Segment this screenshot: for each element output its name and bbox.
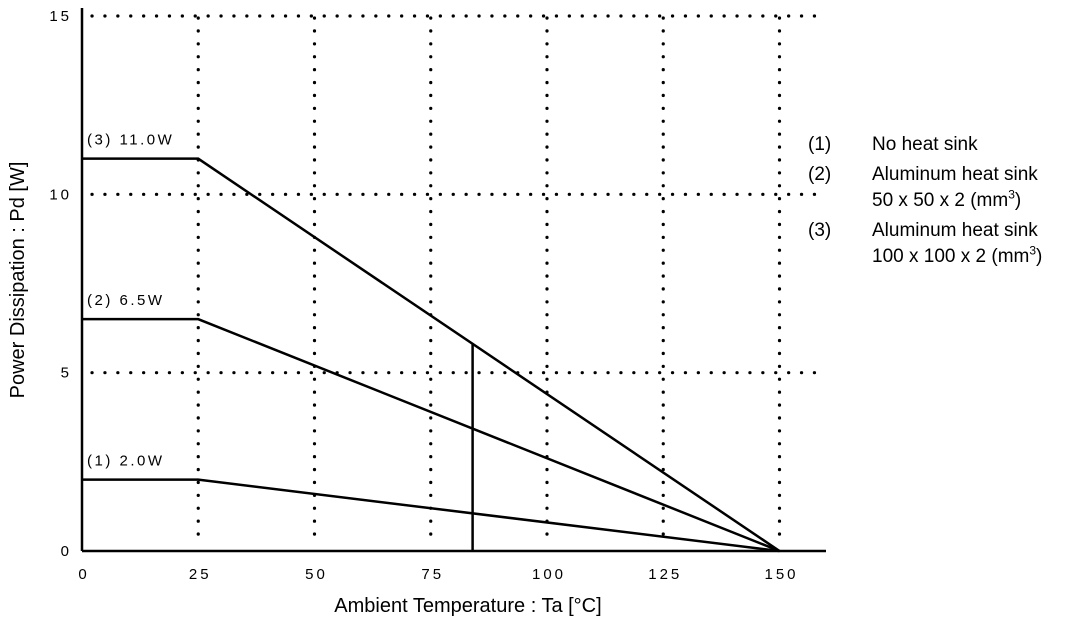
- series-lines: [82, 157, 781, 553]
- y-tick-label: 10: [49, 186, 72, 203]
- x-tick-label: 50: [305, 566, 328, 583]
- legend-unit-superscript: 3: [1029, 243, 1037, 258]
- legend-dimensions: 50 x 50 x 2 (mm: [872, 190, 1009, 211]
- legend-line: Aluminum heat sink: [872, 164, 1038, 185]
- legend-text: Aluminum heat sink 50 x 50 x 2 (mm3): [872, 162, 1091, 214]
- legend-item-3: (3) Aluminum heat sink 100 x 100 x 2 (mm…: [808, 218, 1091, 270]
- x-axis-title: Ambient Temperature : Ta [°C]: [334, 595, 601, 617]
- x-tick-label: 100: [532, 566, 566, 583]
- axes: [80, 8, 826, 553]
- y-tick-label: 0: [61, 543, 72, 560]
- x-tick-label: 25: [189, 566, 212, 583]
- y-tick-labels: 0 5 10 15: [49, 8, 72, 560]
- curve-label-3: (3) 11.0W: [87, 132, 174, 149]
- x-tick-label: 0: [78, 566, 89, 583]
- legend-text: Aluminum heat sink 100 x 100 x 2 (mm3): [872, 218, 1091, 270]
- x-tick-label: 125: [648, 566, 682, 583]
- series-line-1: [82, 478, 780, 553]
- legend-unit-superscript: 3: [1008, 187, 1015, 202]
- curve-label-1: (1) 2.0W: [87, 453, 165, 470]
- legend-text: No heat sink: [872, 132, 1091, 158]
- legend-item-1: (1) No heat sink: [808, 132, 1091, 158]
- y-tick-label: 15: [49, 8, 72, 25]
- legend-line: No heat sink: [872, 134, 978, 155]
- grid-lines: [90, 14, 822, 547]
- x-tick-labels: 0 25 50 75 100 125 150: [78, 566, 798, 583]
- curve-labels: (1) 2.0W (2) 6.5W (3) 11.0W: [87, 132, 174, 470]
- legend-number: (3): [808, 220, 832, 241]
- legend-number: (2): [808, 164, 832, 185]
- legend-number: (1): [808, 134, 832, 155]
- x-tick-label: 150: [764, 566, 798, 583]
- legend-unit-line: 50 x 50 x 2 (mm3): [872, 188, 1091, 214]
- legend-line: Aluminum heat sink: [872, 220, 1038, 241]
- legend-unit-close: ): [1014, 190, 1022, 211]
- legend-dimensions: 100 x 100 x 2 (mm: [872, 246, 1030, 267]
- legend: (1) No heat sink (2) Aluminum heat sink …: [808, 132, 1091, 274]
- y-tick-label: 5: [61, 365, 72, 382]
- series-line-2: [82, 317, 780, 553]
- legend-item-2: (2) Aluminum heat sink 50 x 50 x 2 (mm3): [808, 162, 1091, 214]
- y-axis-title: Power Dissipation : Pd [W]: [7, 162, 29, 399]
- legend-unit-line: 100 x 100 x 2 (mm3): [872, 244, 1091, 270]
- legend-unit-close: ): [1036, 246, 1043, 267]
- series-line-3: [82, 157, 781, 553]
- x-tick-label: 75: [421, 566, 444, 583]
- curve-label-2: (2) 6.5W: [87, 292, 165, 309]
